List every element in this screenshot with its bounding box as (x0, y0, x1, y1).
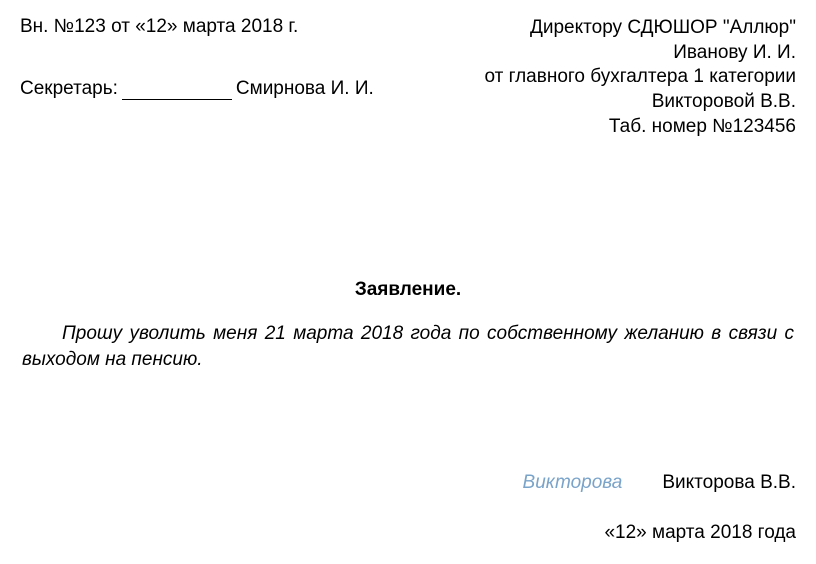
secretary-label: Секретарь: (20, 78, 118, 100)
document-title: Заявление. (20, 279, 796, 301)
secretary-name: Смирнова И. И. (236, 78, 374, 100)
recipient-line-3: от главного бухгалтера 1 категории (484, 65, 796, 90)
registration-info: Вн. №123 от «12» марта 2018 г. (20, 16, 374, 38)
document-date: «12» марта 2018 года (604, 522, 796, 544)
signature-row: Викторова Викторова В.В. (523, 472, 796, 494)
secretary-line: Секретарь: Смирнова И. И. (20, 78, 374, 100)
recipient-line-2: Иванову И. И. (484, 41, 796, 66)
signature-handwritten: Викторова (523, 472, 623, 494)
recipient-line-4: Викторовой В.В. (484, 90, 796, 115)
recipient-line-5: Таб. номер №123456 (484, 115, 796, 140)
secretary-underline (122, 99, 232, 100)
recipient-block: Директору СДЮШОР "Аллюр" Иванову И. И. о… (484, 16, 796, 139)
recipient-line-1: Директору СДЮШОР "Аллюр" (484, 16, 796, 41)
document-body: Прошу уволить меня 21 марта 2018 года по… (20, 321, 796, 372)
signature-printed: Викторова В.В. (662, 472, 796, 494)
